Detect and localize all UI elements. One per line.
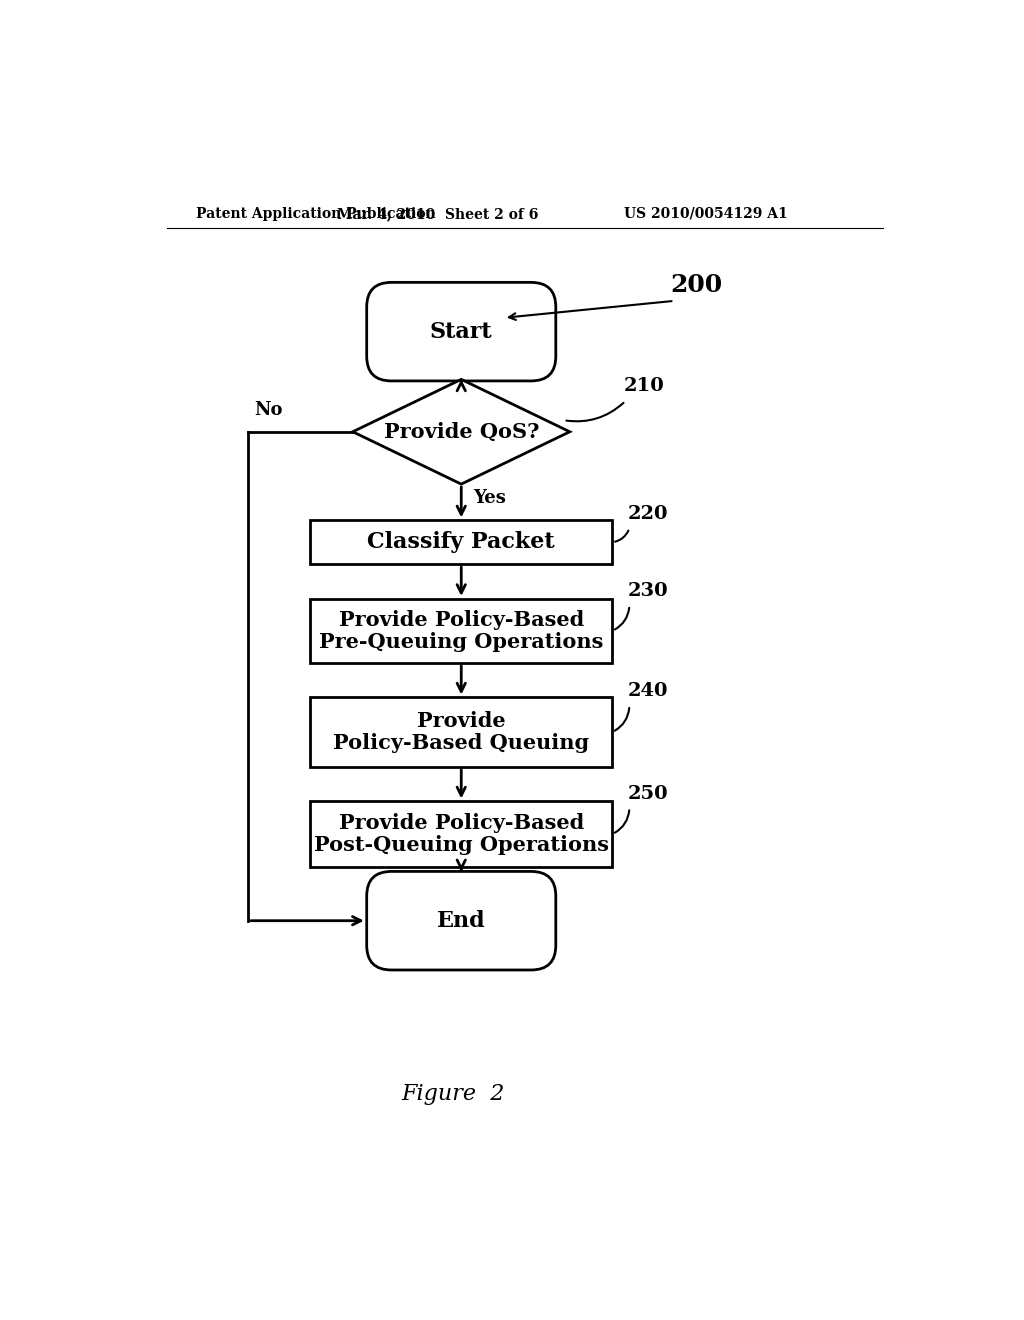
FancyBboxPatch shape [310, 520, 612, 564]
Text: End: End [437, 909, 485, 932]
Text: Provide QoS?: Provide QoS? [384, 422, 539, 442]
Text: Policy-Based Queuing: Policy-Based Queuing [333, 733, 590, 752]
Text: 250: 250 [628, 784, 669, 803]
Text: 240: 240 [628, 682, 669, 700]
Text: No: No [254, 401, 283, 420]
Text: Start: Start [430, 321, 493, 343]
Text: 200: 200 [671, 273, 723, 297]
Text: Classify Packet: Classify Packet [368, 531, 555, 553]
Text: Post-Queuing Operations: Post-Queuing Operations [313, 834, 608, 855]
Text: Figure  2: Figure 2 [401, 1082, 505, 1105]
FancyBboxPatch shape [310, 801, 612, 867]
FancyBboxPatch shape [367, 282, 556, 381]
Text: Provide Policy-Based: Provide Policy-Based [339, 813, 584, 833]
Text: 230: 230 [628, 582, 669, 601]
Text: Mar. 4, 2010  Sheet 2 of 6: Mar. 4, 2010 Sheet 2 of 6 [337, 207, 539, 220]
Polygon shape [352, 379, 569, 484]
Text: Yes: Yes [473, 490, 506, 507]
FancyBboxPatch shape [367, 871, 556, 970]
Text: Patent Application Publication: Patent Application Publication [197, 207, 436, 220]
FancyBboxPatch shape [310, 599, 612, 663]
Text: Pre-Queuing Operations: Pre-Queuing Operations [319, 631, 603, 652]
FancyBboxPatch shape [310, 697, 612, 767]
Text: 210: 210 [624, 376, 665, 395]
Text: 220: 220 [628, 506, 669, 523]
Text: Provide: Provide [417, 711, 506, 731]
Text: Provide Policy-Based: Provide Policy-Based [339, 610, 584, 630]
Text: US 2010/0054129 A1: US 2010/0054129 A1 [624, 207, 787, 220]
